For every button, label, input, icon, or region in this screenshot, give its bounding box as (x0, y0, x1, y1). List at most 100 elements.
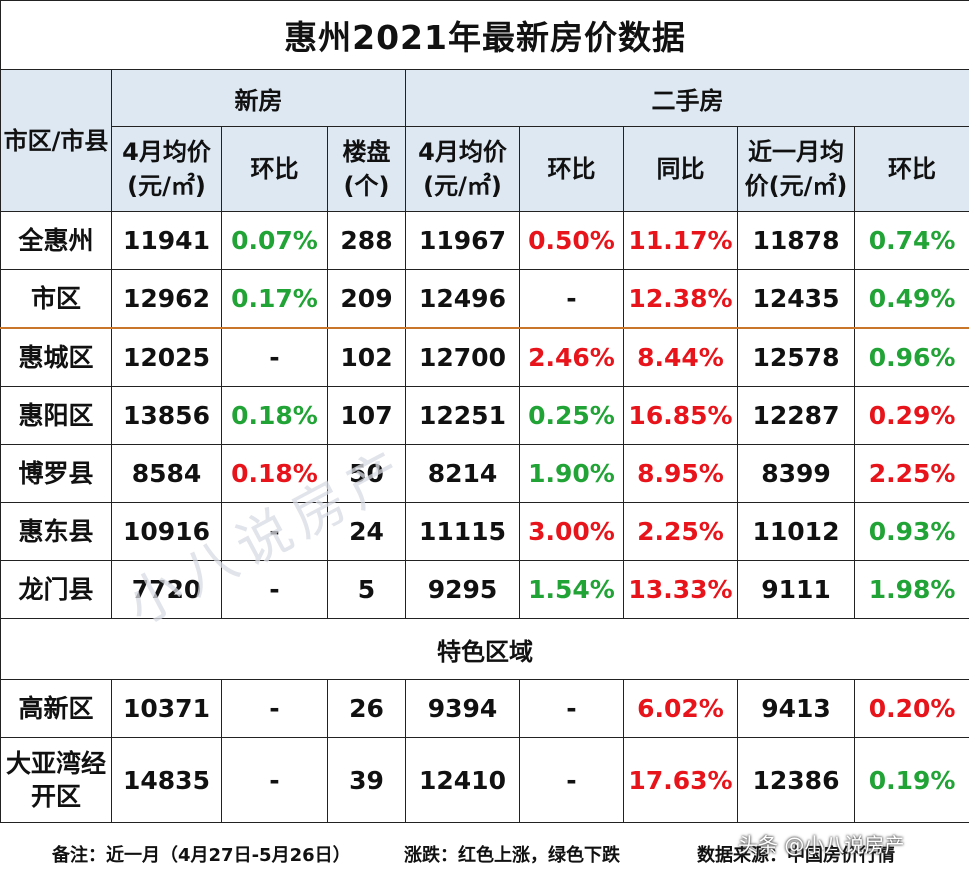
sh-yoy: 17.63% (623, 737, 738, 823)
sh-price: 9295 (405, 560, 520, 619)
new-mom: - (221, 560, 328, 619)
sh-price: 8214 (405, 444, 520, 503)
sh-price: 12251 (405, 386, 520, 445)
region-name: 龙门县 (0, 560, 112, 619)
sh-price: 12496 (405, 269, 520, 329)
recent-price: 9413 (737, 679, 855, 738)
new-mom: 0.17% (221, 269, 328, 329)
header-sh-mom: 环比 (519, 126, 624, 212)
header-sh-recent-price: 近一月均价(元/㎡) (737, 126, 855, 212)
table-row: 龙门县 7720 - 5 9295 1.54% 13.33% 9111 1.98… (0, 560, 969, 619)
project-count: 39 (327, 737, 406, 823)
project-count: 288 (327, 211, 406, 270)
sh-yoy: 12.38% (623, 269, 738, 329)
new-mom: - (221, 679, 328, 738)
table-row: 惠阳区 13856 0.18% 107 12251 0.25% 16.85% 1… (0, 386, 969, 445)
new-price: 10916 (111, 502, 222, 561)
header-new-projects: 楼盘(个) (327, 126, 406, 212)
header-new-mom: 环比 (221, 126, 328, 212)
region-name: 惠阳区 (0, 386, 112, 445)
header-sh-yoy: 同比 (623, 126, 738, 212)
region-name: 市区 (0, 269, 112, 329)
recent-mom: 0.20% (853, 679, 969, 738)
table-row: 高新区 10371 - 26 9394 - 6.02% 9413 0.20% (0, 679, 969, 738)
recent-mom: 0.96% (853, 327, 969, 387)
new-mom: 0.07% (221, 211, 328, 270)
project-count: 50 (327, 444, 406, 503)
footer-legend: 涨跌：红色上涨，绿色下跌 (404, 845, 620, 866)
header-new-avg-price: 4月均价(元/㎡) (111, 126, 222, 212)
project-count: 26 (327, 679, 406, 738)
recent-mom: 0.29% (853, 386, 969, 445)
recent-mom: 0.93% (853, 502, 969, 561)
recent-price: 12386 (737, 737, 855, 823)
table-row: 惠东县 10916 - 24 11115 3.00% 2.25% 11012 0… (0, 502, 969, 561)
recent-price: 11878 (737, 211, 855, 270)
header-sh-recent-mom: 环比 (853, 126, 969, 212)
table-row: 市区 12962 0.17% 209 12496 - 12.38% 12435 … (0, 269, 969, 329)
footer-notes: 备注：近一月（4月27日-5月26日） 涨跌：红色上涨，绿色下跌 数据来源：中国… (0, 832, 969, 872)
platform-watermark: 头条 @小八说房产 (738, 833, 905, 857)
new-price: 7720 (111, 560, 222, 619)
header-sh-avg-price: 4月均价(元/㎡) (405, 126, 520, 212)
recent-price: 9111 (737, 560, 855, 619)
region-name: 博罗县 (0, 444, 112, 503)
sh-mom: - (519, 679, 624, 738)
sh-price: 11115 (405, 502, 520, 561)
footer-note: 备注：近一月（4月27日-5月26日） (52, 845, 351, 866)
house-price-table: 惠州2021年最新房价数据 市区/市县 新房 二手房 4月均价(元/㎡) 环比 … (0, 0, 969, 823)
sh-yoy: 8.95% (623, 444, 738, 503)
new-price: 14835 (111, 737, 222, 823)
recent-mom: 0.74% (853, 211, 969, 270)
recent-price: 12435 (737, 269, 855, 329)
new-price: 12025 (111, 327, 222, 387)
table-row: 博罗县 8584 0.18% 50 8214 1.90% 8.95% 8399 … (0, 444, 969, 503)
new-mom: 0.18% (221, 444, 328, 503)
recent-price: 12287 (737, 386, 855, 445)
table-row: 惠城区 12025 - 102 12700 2.46% 8.44% 12578 … (0, 327, 969, 387)
table-row: 全惠州 11941 0.07% 288 11967 0.50% 11.17% 1… (0, 211, 969, 270)
new-mom: 0.18% (221, 386, 328, 445)
price-table-sheet: 惠州2021年最新房价数据 市区/市县 新房 二手房 4月均价(元/㎡) 环比 … (0, 0, 969, 823)
new-mom: - (221, 327, 328, 387)
recent-mom: 0.19% (853, 737, 969, 823)
new-price: 12962 (111, 269, 222, 329)
new-price: 10371 (111, 679, 222, 738)
sh-mom: - (519, 737, 624, 823)
project-count: 5 (327, 560, 406, 619)
sh-yoy: 2.25% (623, 502, 738, 561)
sh-price: 12410 (405, 737, 520, 823)
recent-price: 8399 (737, 444, 855, 503)
new-price: 13856 (111, 386, 222, 445)
sh-mom: 2.46% (519, 327, 624, 387)
recent-mom: 2.25% (853, 444, 969, 503)
region-name: 大亚湾经开区 (0, 737, 112, 823)
header-new-house: 新房 (111, 69, 406, 127)
new-price: 8584 (111, 444, 222, 503)
table-row: 大亚湾经开区 14835 - 39 12410 - 17.63% 12386 0… (0, 737, 969, 823)
header-region: 市区/市县 (0, 69, 112, 212)
region-name: 全惠州 (0, 211, 112, 270)
sh-price: 9394 (405, 679, 520, 738)
sh-mom: 1.54% (519, 560, 624, 619)
new-mom: - (221, 737, 328, 823)
sh-mom: - (519, 269, 624, 329)
header-second-hand: 二手房 (404, 69, 969, 127)
new-price: 11941 (111, 211, 222, 270)
region-name: 惠东县 (0, 502, 112, 561)
recent-mom: 0.49% (853, 269, 969, 329)
recent-price: 11012 (737, 502, 855, 561)
sh-yoy: 16.85% (623, 386, 738, 445)
sh-mom: 1.90% (519, 444, 624, 503)
project-count: 24 (327, 502, 406, 561)
project-count: 107 (327, 386, 406, 445)
sh-price: 11967 (405, 211, 520, 270)
special-section-title: 特色区域 (0, 618, 969, 680)
sh-price: 12700 (405, 327, 520, 387)
project-count: 102 (327, 327, 406, 387)
sh-yoy: 13.33% (623, 560, 738, 619)
sh-yoy: 8.44% (623, 327, 738, 387)
new-mom: - (221, 502, 328, 561)
table-title: 惠州2021年最新房价数据 (0, 0, 969, 70)
recent-price: 12578 (737, 327, 855, 387)
